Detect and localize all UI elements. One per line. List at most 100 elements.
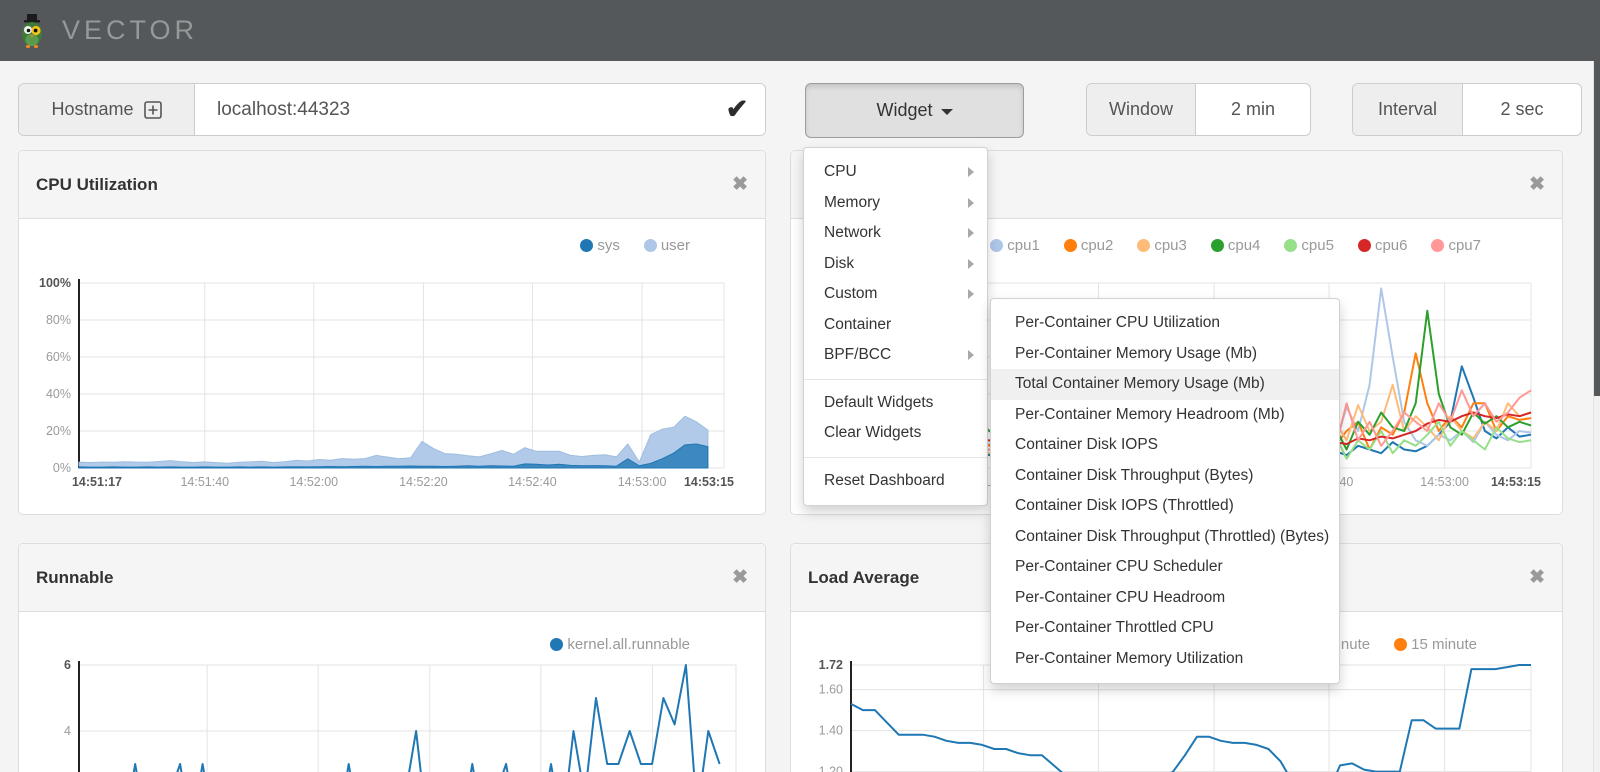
- hostname-label: Hostname: [51, 99, 134, 119]
- close-widget-icon[interactable]: [1529, 566, 1545, 589]
- window-select[interactable]: 2 min: [1230, 99, 1275, 119]
- legend-label: cpu3: [1154, 237, 1187, 254]
- svg-text:14:52:20: 14:52:20: [399, 475, 448, 489]
- svg-text:20%: 20%: [46, 424, 71, 438]
- legend-item: sys: [580, 237, 620, 254]
- widget-button-label: Widget: [876, 100, 933, 120]
- svg-text:0%: 0%: [53, 461, 71, 475]
- legend-label: kernel.all.runnable: [567, 636, 690, 653]
- legend-label: cpu5: [1301, 237, 1334, 254]
- widget-title: CPU Utilization: [36, 174, 158, 194]
- legend-dot-icon: [1431, 239, 1445, 252]
- scrollbar-thumb[interactable]: [1594, 61, 1600, 396]
- close-widget-icon[interactable]: [732, 173, 748, 196]
- legend-dot-icon: [1357, 239, 1371, 252]
- chart-legend: cpu0cpu1cpu2cpu3cpu4cpu5cpu6cpu7: [916, 237, 1481, 254]
- submenu-arrow-icon: [968, 197, 974, 208]
- svg-text:1.72: 1.72: [819, 658, 843, 672]
- submenu-item-container-disk-throughput-bytes-[interactable]: Container Disk Throughput (Bytes): [1015, 466, 1254, 484]
- add-hostname-icon[interactable]: [143, 100, 162, 119]
- menu-item-bpf-bcc[interactable]: BPF/BCC: [804, 340, 987, 371]
- cpu-utilization-chart: 100% 80% 60% 40% 20% 0%14:51:17 14:51:40 14:52:…: [39, 276, 734, 489]
- hostname-group: Hostname: [18, 83, 766, 136]
- submenu-item-container-disk-iops[interactable]: Container Disk IOPS: [1015, 436, 1158, 453]
- menu-item-cpu[interactable]: CPU: [804, 157, 987, 188]
- hostname-input[interactable]: [195, 84, 709, 135]
- menu-divider: [804, 378, 987, 380]
- widget-cpu-utilization: CPU Utilization 100%80%60%40%20%0%14:51:…: [18, 150, 766, 515]
- submenu-item-per-container-memory-headroom-mb-[interactable]: Per-Container Memory Headroom (Mb): [1015, 405, 1285, 423]
- widget-header: CPU Utilization: [19, 151, 765, 219]
- scrollbar-track[interactable]: [1593, 61, 1600, 772]
- menu-item-clear-widgets[interactable]: Clear Widgets: [824, 424, 922, 441]
- svg-text:14:53:15: 14:53:15: [684, 475, 734, 489]
- window-label: Window: [1087, 84, 1196, 135]
- widget-dropdown-button[interactable]: Widget: [805, 83, 1024, 138]
- svg-text:14:51:17: 14:51:17: [72, 475, 122, 489]
- svg-text:6: 6: [64, 658, 71, 672]
- menu-item-container[interactable]: Container: [824, 315, 892, 333]
- legend-item: user: [643, 237, 690, 254]
- legend-label: cpu1: [1007, 237, 1040, 254]
- widget-header: Runnable: [19, 544, 765, 612]
- submenu-item-per-container-cpu-scheduler[interactable]: Per-Container CPU Scheduler: [1015, 558, 1223, 575]
- svg-text:14:53:00: 14:53:00: [618, 475, 667, 489]
- legend-label: cpu6: [1374, 237, 1408, 254]
- menu-item-default-widgets[interactable]: Default Widgets: [824, 393, 934, 411]
- legend-dot-icon: [580, 239, 594, 252]
- submenu-arrow-icon: [968, 350, 974, 361]
- svg-text:4: 4: [64, 724, 71, 738]
- svg-text:14:53:15: 14:53:15: [1491, 475, 1541, 489]
- legend-item: cpu2: [1063, 237, 1114, 254]
- svg-text:60%: 60%: [46, 350, 71, 364]
- svg-text:1.60: 1.60: [819, 683, 843, 697]
- confirm-check-icon[interactable]: [709, 84, 765, 135]
- legend-dot-icon: [1210, 239, 1224, 252]
- app-title: VECTOR: [62, 15, 199, 45]
- submenu-item-total-container-memory-usage-mb-[interactable]: Total Container Memory Usage (Mb): [991, 369, 1339, 400]
- submenu-item-per-container-cpu-headroom[interactable]: Per-Container CPU Headroom: [1015, 588, 1226, 606]
- svg-text:80%: 80%: [46, 313, 71, 327]
- menu-item-custom[interactable]: Custom: [804, 279, 987, 310]
- submenu-item-per-container-throttled-cpu[interactable]: Per-Container Throttled CPU: [1015, 619, 1214, 636]
- svg-text:14:52:40: 14:52:40: [508, 475, 557, 489]
- menu-divider: [804, 456, 987, 458]
- navbar: VECTOR: [0, 0, 1600, 61]
- submenu-item-per-container-memory-usage-mb-[interactable]: Per-Container Memory Usage (Mb): [1015, 344, 1258, 362]
- hostname-addon: Hostname: [19, 84, 195, 135]
- submenu-item-container-disk-throughput-throttled-bytes-[interactable]: Container Disk Throughput (Throttled) (B…: [1015, 527, 1330, 545]
- legend-label: user: [660, 237, 690, 254]
- legend-label: sys: [597, 237, 620, 254]
- interval-label: Interval: [1353, 84, 1463, 135]
- submenu-item-per-container-memory-utilization[interactable]: Per-Container Memory Utilization: [1015, 649, 1244, 667]
- submenu-item-per-container-cpu-utilization[interactable]: Per-Container CPU Utilization: [1015, 314, 1221, 331]
- legend-label: cpu4: [1227, 237, 1261, 254]
- legend-dot-icon: [643, 239, 657, 252]
- legend-item: cpu1: [990, 237, 1040, 254]
- svg-text:14:52:00: 14:52:00: [289, 475, 338, 489]
- legend-item: cpu3: [1137, 237, 1187, 254]
- legend-label: cpu2: [1080, 237, 1114, 254]
- legend-dot-icon: [1063, 239, 1077, 252]
- close-widget-icon[interactable]: [732, 566, 748, 589]
- legend-dot-icon: [1137, 239, 1151, 252]
- widget-title: Runnable: [36, 567, 114, 587]
- legend-item: cpu5: [1284, 237, 1334, 254]
- svg-text:14:53:00: 14:53:00: [1420, 475, 1469, 489]
- chart-legend: sys user: [580, 237, 690, 254]
- submenu-item-container-disk-iops-throttled-[interactable]: Container Disk IOPS (Throttled): [1015, 497, 1234, 514]
- menu-item-memory[interactable]: Memory: [804, 188, 987, 219]
- submenu-arrow-icon: [968, 258, 974, 269]
- svg-text:100%: 100%: [39, 276, 71, 290]
- widget-dropdown-menu: CPU Memory Network Disk Custom Container BPF/B…: [803, 147, 988, 506]
- chevron-down-icon: [940, 109, 953, 115]
- submenu-arrow-icon: [968, 167, 974, 178]
- close-widget-icon[interactable]: [1529, 173, 1545, 196]
- widget-title: Load Average: [808, 567, 920, 587]
- menu-item-disk[interactable]: Disk: [804, 249, 987, 280]
- menu-item-network[interactable]: Network: [804, 218, 987, 249]
- interval-select[interactable]: 2 sec: [1500, 99, 1544, 119]
- legend-dot-icon: [1284, 239, 1298, 252]
- menu-item-reset-dashboard[interactable]: Reset Dashboard: [824, 471, 945, 489]
- legend-item: cpu7: [1431, 237, 1481, 254]
